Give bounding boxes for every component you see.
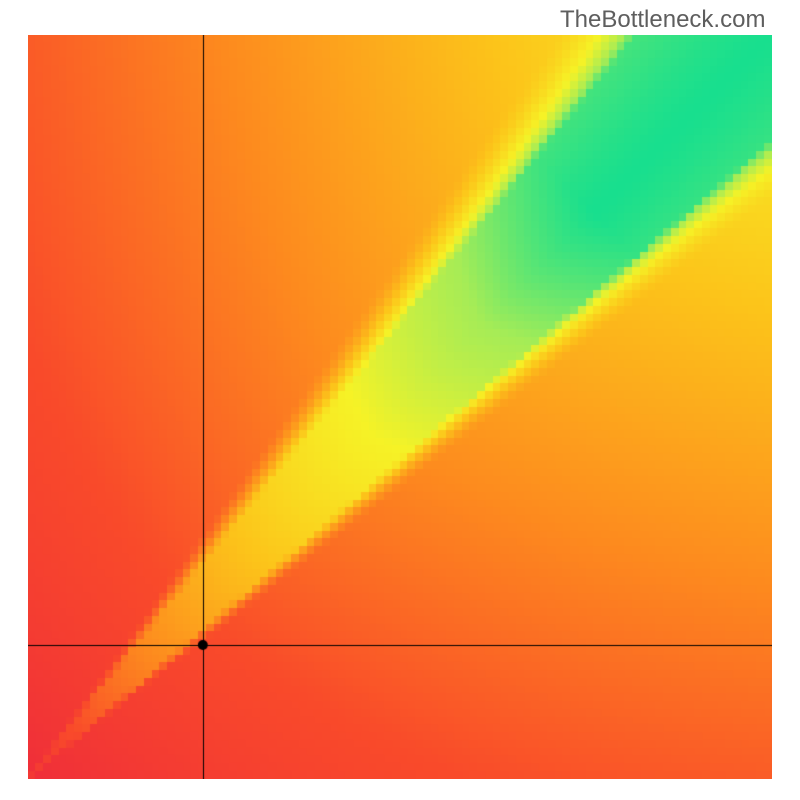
bottleneck-heatmap [28,35,772,779]
chart-container: TheBottleneck.com [0,0,800,800]
watermark-text: TheBottleneck.com [560,6,765,34]
